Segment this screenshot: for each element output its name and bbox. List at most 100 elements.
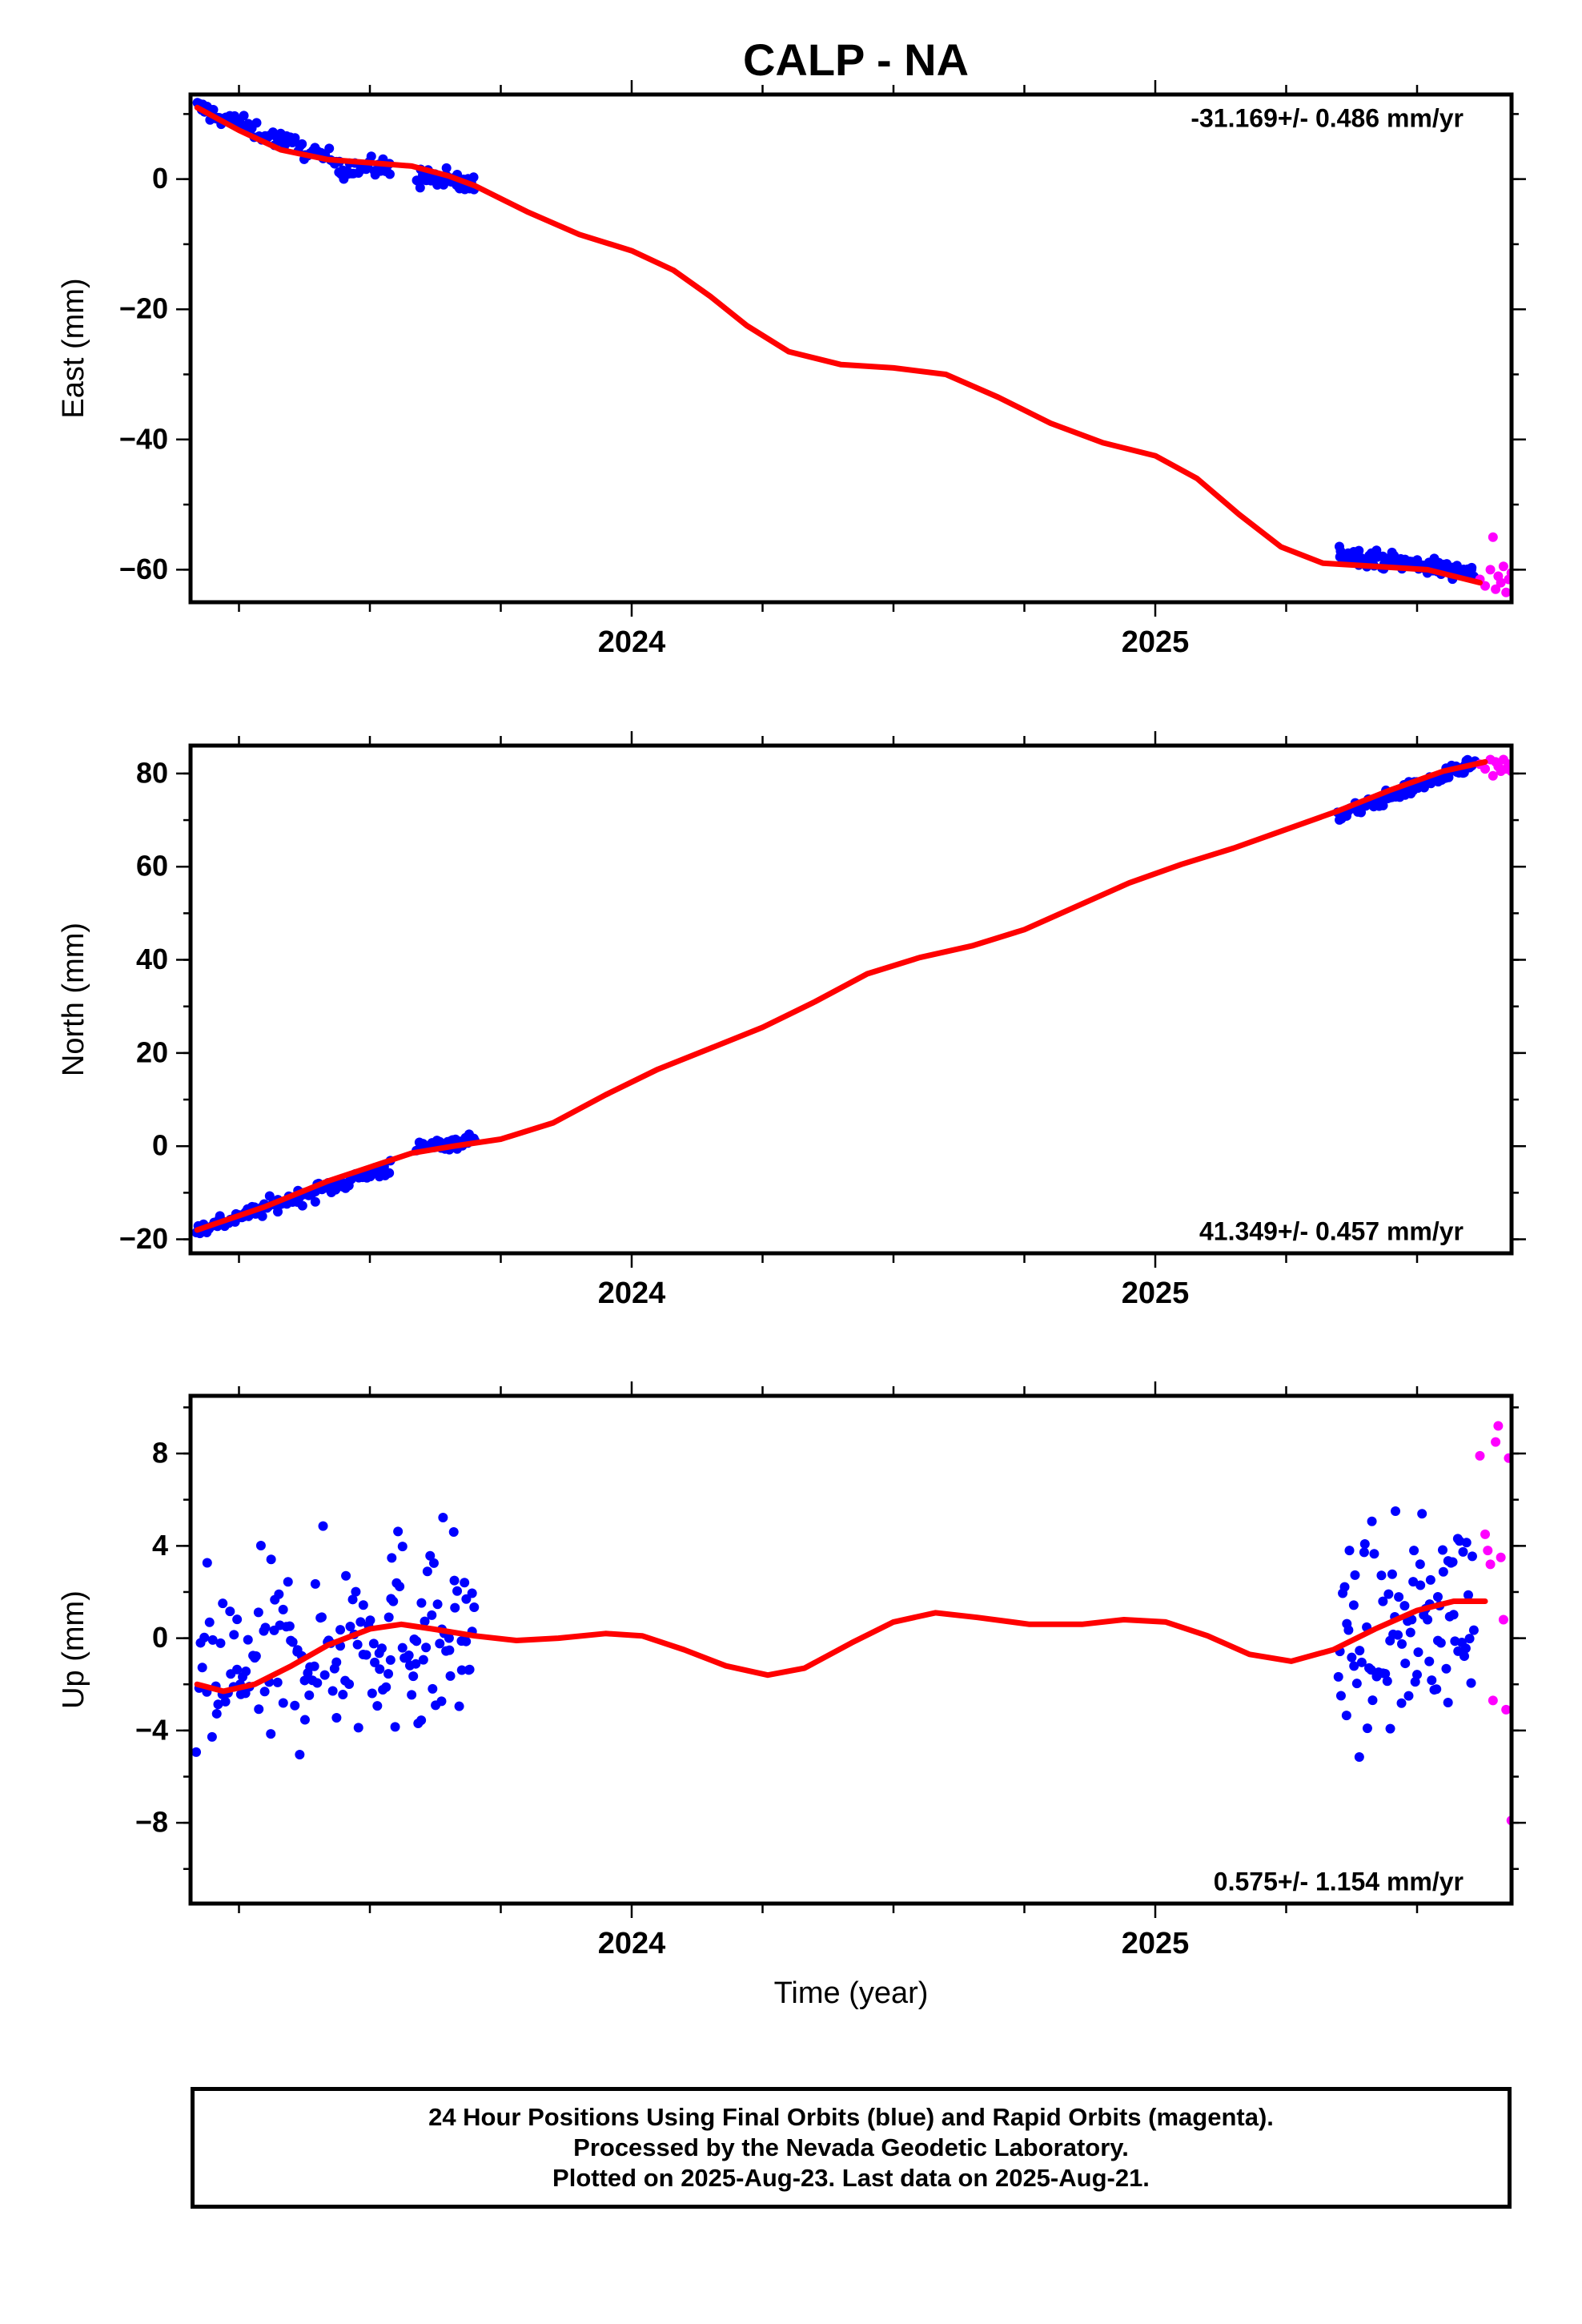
up-final-point <box>278 1604 288 1614</box>
up-final-point <box>461 1636 472 1647</box>
east-frame <box>188 92 1514 605</box>
up-rapid-point <box>1480 1529 1491 1539</box>
east-final-point <box>290 133 300 143</box>
up-final-point <box>319 1670 330 1680</box>
up-final-point <box>390 1722 400 1732</box>
up-final-point <box>408 1671 419 1682</box>
up-final-point <box>460 1578 470 1588</box>
up-ytick-label: −8 <box>135 1806 168 1839</box>
up-final-point <box>218 1598 228 1609</box>
up-final-point <box>428 1683 438 1694</box>
up-final-point <box>376 1643 387 1654</box>
footer-line-2: Processed by the Nevada Geodetic Laborat… <box>573 2133 1129 2161</box>
footer-line-1: 24 Hour Positions Using Final Orbits (bl… <box>428 2103 1274 2131</box>
up-final-point <box>1423 1614 1433 1625</box>
up-final-point <box>1348 1600 1359 1610</box>
up-final-point <box>1344 1546 1355 1556</box>
up-final-point <box>365 1615 375 1626</box>
east-rapid-point <box>1501 587 1512 597</box>
east-ytick-label: 0 <box>152 162 168 195</box>
up-rapid-point <box>1493 1421 1504 1431</box>
up-final-point <box>1460 1643 1471 1654</box>
up-final-point <box>1437 1545 1447 1555</box>
up-final-point <box>351 1586 361 1597</box>
up-final-point <box>316 1612 327 1622</box>
up-final-point <box>372 1701 383 1711</box>
up-final-point <box>1458 1546 1468 1557</box>
up-final-point <box>1378 1596 1388 1606</box>
north-xtick-label: 2024 <box>598 1277 666 1310</box>
east-rapid-point <box>1496 577 1506 588</box>
up-final-point <box>427 1610 437 1620</box>
up-ylabel: Up (mm) <box>57 1590 90 1709</box>
up-final-point <box>1405 1627 1415 1638</box>
up-final-point <box>397 1542 408 1552</box>
up-final-point <box>456 1665 467 1675</box>
east-final-point <box>1354 545 1364 556</box>
up-final-point <box>1415 1559 1425 1570</box>
east-rapid-point <box>1488 532 1498 542</box>
up-final-point <box>375 1664 385 1675</box>
footer-box: 24 Hour Positions Using Final Orbits (bl… <box>191 2087 1512 2209</box>
up-final-point <box>1354 1751 1364 1762</box>
up-final-point <box>1435 1638 1446 1648</box>
up-final-point <box>207 1634 218 1645</box>
up-final-point <box>1448 1610 1459 1620</box>
up-rapid-point <box>1498 1614 1508 1625</box>
up-final-point <box>1385 1723 1395 1734</box>
east-final-point <box>366 151 376 162</box>
up-final-point <box>421 1642 432 1653</box>
up-final-point <box>388 1596 399 1606</box>
up-rapid-point <box>1475 1450 1485 1461</box>
up-ytick-label: 0 <box>152 1621 168 1654</box>
up-final-point <box>299 1675 310 1686</box>
up-final-point <box>1467 1551 1477 1562</box>
up-final-point <box>448 1527 459 1538</box>
up-final-point <box>385 1655 396 1665</box>
up-final-point <box>283 1577 293 1587</box>
east-ytick-label: −60 <box>119 553 168 585</box>
up-final-point <box>309 1661 319 1671</box>
up-final-point <box>1413 1647 1423 1658</box>
up-final-point <box>407 1690 417 1700</box>
east-rapid-point <box>1480 581 1491 591</box>
up-final-point <box>229 1630 239 1640</box>
up-final-point <box>444 1633 454 1643</box>
up-final-point <box>367 1688 377 1699</box>
up-final-point <box>266 1554 276 1565</box>
up-final-point <box>450 1602 460 1613</box>
up-final-point <box>225 1606 235 1617</box>
north-final-point <box>273 1207 283 1217</box>
up-final-point <box>1397 1638 1407 1649</box>
east-ytick-label: −20 <box>119 292 168 325</box>
up-final-point <box>353 1723 363 1733</box>
north-final-point <box>257 1211 267 1221</box>
up-final-point <box>1399 1601 1410 1611</box>
up-final-point <box>464 1664 475 1675</box>
up-final-point <box>387 1553 397 1563</box>
up-final-point <box>425 1550 436 1561</box>
up-final-point <box>395 1582 405 1592</box>
north-ytick-label: 40 <box>136 943 168 975</box>
up-final-point <box>1466 1678 1476 1688</box>
up-final-point <box>344 1679 355 1690</box>
up-final-point <box>416 1598 427 1608</box>
up-final-point <box>259 1687 270 1697</box>
up-final-point <box>1464 1634 1475 1644</box>
up-final-point <box>1438 1566 1448 1577</box>
up-final-point <box>449 1575 460 1586</box>
up-final-point <box>1408 1577 1419 1587</box>
up-final-point <box>432 1599 443 1610</box>
up-final-point <box>266 1729 276 1739</box>
east-plot-area <box>192 98 1512 597</box>
north-final-point <box>310 1196 320 1207</box>
up-final-point <box>1356 1657 1367 1667</box>
north-ylabel: North (mm) <box>57 923 90 1076</box>
up-final-point <box>243 1634 253 1645</box>
up-final-point <box>1463 1590 1473 1600</box>
up-final-point <box>310 1578 320 1589</box>
north-panel: 80 60 40 20 0 −20 2024 2025 North (mm) 41.349+/- … <box>57 731 1526 1310</box>
up-final-point <box>435 1638 445 1649</box>
east-final-point <box>324 143 335 154</box>
